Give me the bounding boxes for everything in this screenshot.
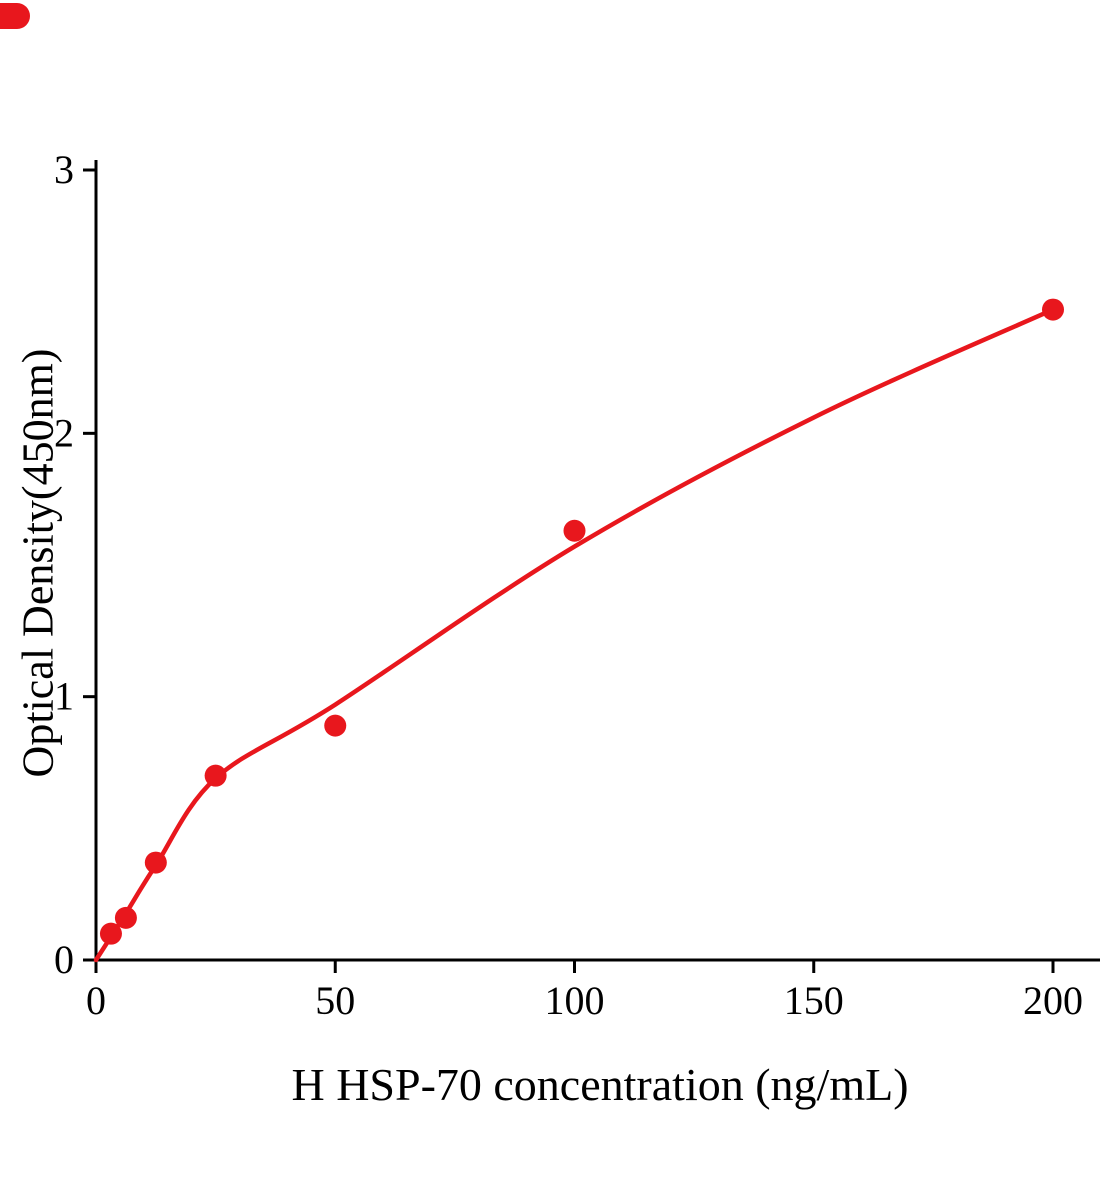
- data-point: [563, 519, 586, 542]
- data-point: [144, 851, 167, 874]
- x-axis-title: H HSP-70 concentration (ng/mL): [291, 1059, 909, 1110]
- data-point: [204, 764, 227, 787]
- x-tick-label: 50: [315, 978, 355, 1023]
- y-tick-label: 1: [54, 674, 74, 719]
- data-point: [324, 714, 347, 737]
- x-tick-label: 200: [1023, 978, 1083, 1023]
- y-tick-label: 3: [54, 147, 74, 192]
- fit-curve: [93, 307, 1056, 963]
- x-tick-label: 150: [784, 978, 844, 1023]
- data-point: [99, 922, 122, 945]
- data-point: [1042, 298, 1064, 321]
- corner-logo-fragment: [0, 3, 30, 29]
- x-tick-label: 100: [545, 978, 605, 1023]
- x-tick-label: 0: [86, 978, 106, 1023]
- data-point: [114, 906, 137, 929]
- y-axis-title: Optical Density(450nm): [13, 348, 63, 778]
- y-tick-label: 0: [54, 937, 74, 982]
- y-tick-label: 2: [54, 410, 74, 455]
